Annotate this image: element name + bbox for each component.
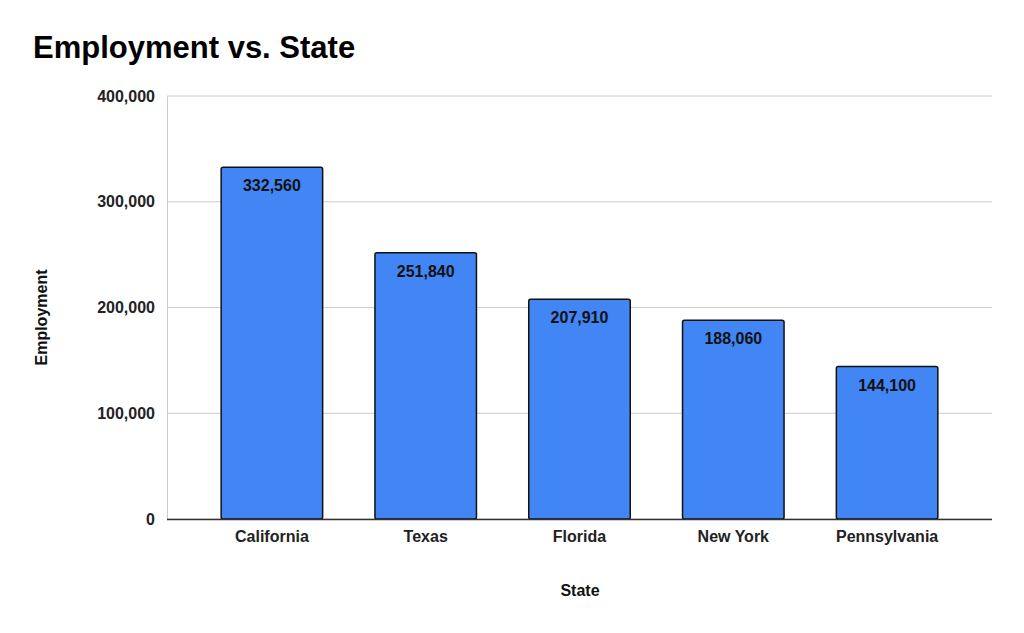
data-label: 251,840 xyxy=(397,263,455,280)
x-tick-label: Texas xyxy=(404,528,448,545)
y-axis: 0 100,000 200,000 300,000 400,000 xyxy=(97,88,167,528)
y-tick-label: 0 xyxy=(146,511,155,528)
x-tick-label: Pennsylvania xyxy=(836,528,938,545)
chart-container: 0 100,000 200,000 300,000 400,000 California T… xyxy=(0,0,1024,633)
grid-line xyxy=(167,96,992,97)
bar xyxy=(375,253,477,519)
y-tick: 300,000 xyxy=(97,193,167,210)
x-axis-title: State xyxy=(560,582,599,599)
grid xyxy=(167,96,992,519)
y-tick-label: 300,000 xyxy=(97,193,155,210)
x-tick: California xyxy=(235,519,309,545)
data-label: 332,560 xyxy=(243,177,301,194)
y-tick: 400,000 xyxy=(97,88,167,105)
x-tick-label: California xyxy=(235,528,309,545)
data-labels: 332,560 251,840 207,910 188,060 144,100 xyxy=(243,177,916,393)
x-tick: Florida xyxy=(553,519,606,545)
y-tick-label: 200,000 xyxy=(97,299,155,316)
data-label: 144,100 xyxy=(858,377,916,394)
x-tick: New York xyxy=(698,519,770,545)
bar xyxy=(683,320,785,519)
chart: 0 100,000 200,000 300,000 400,000 California T… xyxy=(0,0,1024,633)
bar xyxy=(836,367,938,519)
x-axis-line xyxy=(167,519,992,521)
title: Employment vs. State xyxy=(33,30,355,65)
y-tick: 200,000 xyxy=(97,299,167,316)
y-tick-label: 400,000 xyxy=(97,88,155,105)
y-axis-title: Employment xyxy=(33,269,50,366)
x-tick: Pennsylvania xyxy=(836,519,938,545)
data-label: 188,060 xyxy=(704,330,762,347)
y-tick-label: 100,000 xyxy=(97,405,155,422)
x-tick-label: Florida xyxy=(553,528,606,545)
x-tick: Texas xyxy=(404,519,448,545)
x-tick-label: New York xyxy=(698,528,770,545)
y-tick: 100,000 xyxy=(97,405,167,422)
bar xyxy=(529,299,631,519)
y-tick: 0 xyxy=(146,511,167,528)
y-axis-line xyxy=(167,97,168,520)
data-label: 207,910 xyxy=(551,309,609,326)
x-axis: California Texas Florida New York Pennsylvan… xyxy=(167,519,992,545)
bars xyxy=(221,167,938,519)
bar xyxy=(221,167,323,519)
